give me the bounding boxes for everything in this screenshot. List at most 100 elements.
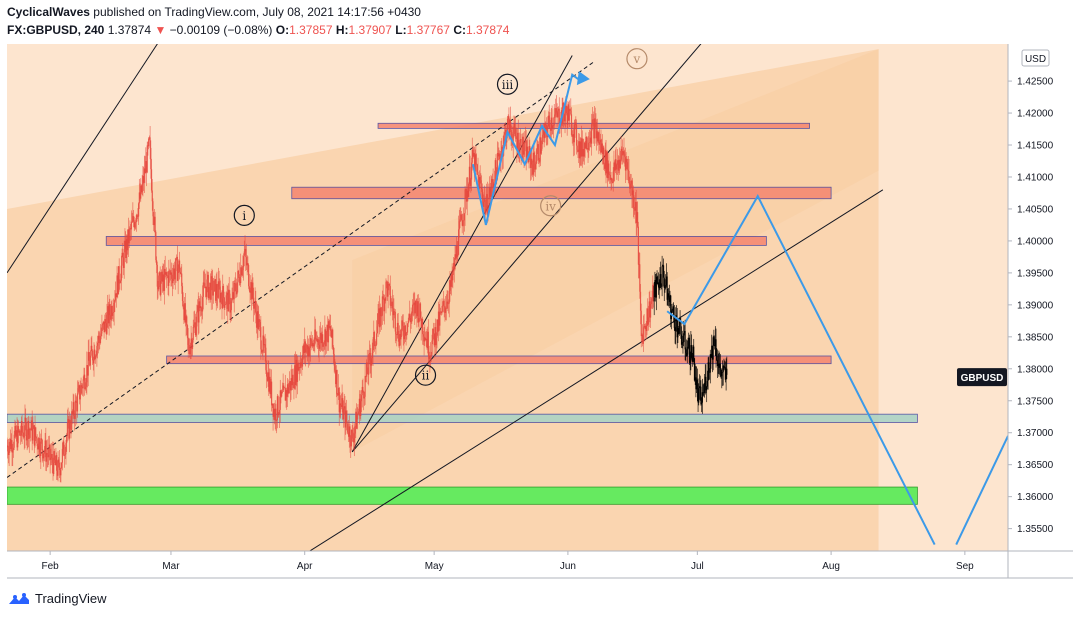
candle-body xyxy=(367,373,369,375)
candle-body xyxy=(371,352,373,359)
candle-body xyxy=(709,354,711,373)
candle-body xyxy=(664,285,666,288)
author-name[interactable]: CyclicalWaves xyxy=(7,5,90,19)
candle-body xyxy=(670,295,672,320)
candle-body xyxy=(81,385,83,387)
candle-body xyxy=(644,325,647,330)
candle-body xyxy=(219,292,222,303)
solid-channel-line[interactable] xyxy=(7,0,318,274)
candle-body xyxy=(59,470,61,476)
candle-body xyxy=(52,462,54,475)
resistance-zone[interactable] xyxy=(291,186,832,200)
candle-body xyxy=(547,126,549,138)
candle-body xyxy=(494,160,496,187)
candle-body xyxy=(178,260,181,272)
candle-body xyxy=(219,286,221,303)
candle-body xyxy=(309,347,311,356)
candle-body xyxy=(268,376,271,392)
symbol-label[interactable]: FX:GBPUSD, 240 xyxy=(7,23,105,37)
candle-body xyxy=(363,396,365,399)
resistance-zone[interactable] xyxy=(105,236,767,246)
candle-body xyxy=(221,298,223,309)
candle-body xyxy=(532,164,534,175)
candle-body xyxy=(417,301,419,317)
candle-body xyxy=(426,338,428,349)
wave-label-ii[interactable]: ii xyxy=(414,364,437,386)
candle-body xyxy=(690,345,692,361)
dashed-channel-line[interactable] xyxy=(7,61,595,478)
wave-label-i[interactable]: i xyxy=(233,204,255,226)
resistance-zone[interactable] xyxy=(166,355,832,365)
candle-body xyxy=(132,216,134,222)
candle-body xyxy=(674,327,676,332)
candle-body xyxy=(97,335,99,343)
footer-brand[interactable]: TradingView xyxy=(8,591,107,606)
candle-body xyxy=(369,352,371,361)
candle-body xyxy=(405,332,407,336)
candle-body xyxy=(656,276,658,284)
candle-body xyxy=(124,240,126,249)
candle-body xyxy=(144,168,146,174)
support-zone[interactable] xyxy=(7,413,918,423)
candle-body xyxy=(222,285,225,298)
candle-body xyxy=(720,369,722,377)
price-axis[interactable]: 1.42500 1.42000 1.41500 1.41000 1.40500 1.400… xyxy=(1008,77,1054,536)
candle-body xyxy=(524,140,527,142)
candle-body xyxy=(612,171,614,183)
candle-body xyxy=(236,282,238,295)
candle-body xyxy=(199,301,201,309)
candle-body xyxy=(407,320,409,324)
candle-body xyxy=(537,144,539,150)
candle-body xyxy=(671,309,673,311)
candle-body xyxy=(333,354,335,366)
time-axis[interactable]: Feb Mar Apr May Jun Jul Aug Sep xyxy=(42,551,975,572)
candle-body xyxy=(466,190,468,202)
candle-body xyxy=(516,132,519,150)
candle-body xyxy=(509,119,511,131)
candle-body xyxy=(546,133,548,138)
candle-body xyxy=(567,104,569,125)
candle-body xyxy=(334,365,336,371)
candle-body xyxy=(543,130,545,139)
candle-body xyxy=(337,387,340,396)
projection-arrowhead-icon xyxy=(576,71,590,86)
candle-body xyxy=(684,330,686,350)
wave-label-iv[interactable]: iv xyxy=(540,195,562,217)
candle-body xyxy=(37,446,39,450)
candle-body xyxy=(116,275,118,298)
candle-body xyxy=(225,304,227,306)
candle-body xyxy=(445,308,447,309)
solid-channel-line[interactable] xyxy=(305,189,884,554)
candle-body xyxy=(73,402,75,416)
wave-label-iii[interactable]: iii xyxy=(496,73,519,95)
candle-body xyxy=(140,185,143,193)
candle-body xyxy=(155,232,157,261)
strong-support-zone[interactable] xyxy=(7,486,918,505)
low-label: L: xyxy=(395,23,407,37)
candle-body xyxy=(91,350,94,361)
candle-body xyxy=(388,283,390,285)
candle-body xyxy=(245,257,248,266)
candle-body xyxy=(331,329,333,338)
candle-body xyxy=(406,323,409,333)
candle-body xyxy=(534,162,536,170)
candle-body xyxy=(399,334,401,340)
candle-body xyxy=(708,362,710,372)
candle-body xyxy=(678,328,680,334)
solid-channel-line[interactable] xyxy=(351,55,573,453)
candle-body xyxy=(254,301,256,305)
candle-body xyxy=(437,319,439,332)
candle-body xyxy=(581,138,583,157)
forecast-path-continuation[interactable] xyxy=(955,435,1008,546)
candle-body xyxy=(74,400,76,419)
impulse-wave-path[interactable] xyxy=(472,72,582,226)
candle-body xyxy=(414,300,417,314)
forecast-path[interactable] xyxy=(666,194,936,546)
candle-body xyxy=(286,384,289,397)
candle-body xyxy=(214,279,217,301)
candle-body xyxy=(586,136,588,149)
publish-line: CyclicalWaves published on TradingView.c… xyxy=(7,5,421,19)
wave-label-v[interactable]: v xyxy=(626,48,648,70)
candle-body xyxy=(97,342,99,346)
